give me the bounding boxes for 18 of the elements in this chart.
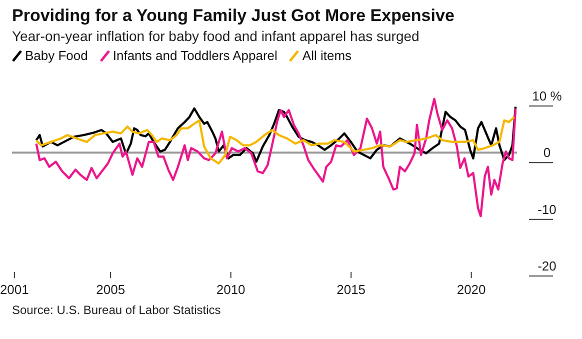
x-tick-label: 2005 [96,282,126,297]
line-series [35,106,517,163]
y-tick-label: 0 [543,145,551,160]
chart-subtitle: Year-on-year inflation for baby food and infant apparel has surged [12,28,420,44]
line-series [35,116,516,165]
y-tick-label: -20 [538,258,556,274]
y-tick-label: -10 [538,202,556,217]
y-tick-label: 10 % [532,88,562,104]
source-note: Source: U.S. Bureau of Labor Statistics [12,303,221,317]
legend-label: Baby Food [25,48,88,63]
x-tick-label: 2010 [216,282,246,297]
x-tick-label: 2015 [336,282,366,297]
x-tick-label: 2001 [0,282,29,297]
x-tick-label: 2020 [456,282,486,297]
line-series [35,98,517,218]
legend-label: Infants and Toddlers Apparel [112,48,278,63]
chart-title: Providing for a Young Family Just Got More Expensive [12,6,456,26]
legend-label: All items [302,48,352,63]
